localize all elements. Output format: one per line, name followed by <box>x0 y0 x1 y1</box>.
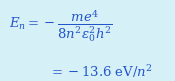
Text: $E_n = -\dfrac{me^4}{8n^2\varepsilon_0^2 h^2}$: $E_n = -\dfrac{me^4}{8n^2\varepsilon_0^2… <box>9 8 113 44</box>
Text: $= -13.6\ \mathrm{eV}/n^2$: $= -13.6\ \mathrm{eV}/n^2$ <box>49 63 153 80</box>
